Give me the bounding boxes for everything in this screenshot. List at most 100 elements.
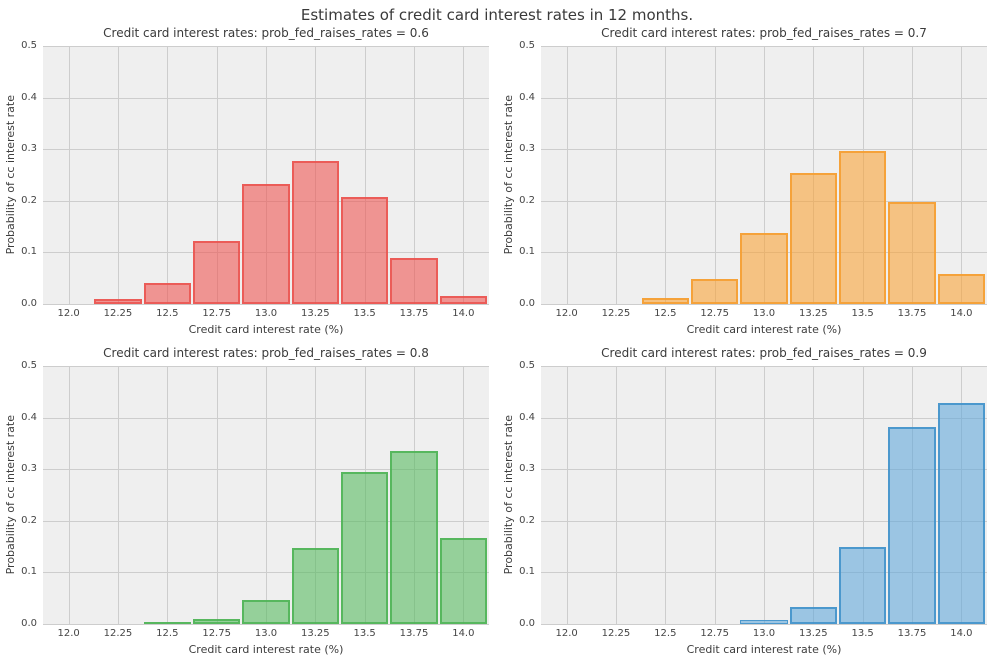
gridline-x	[216, 366, 218, 624]
x-tick-label: 13.25	[799, 628, 828, 639]
y-axis-label-text: Probability of cc interest rate	[501, 95, 515, 255]
histogram-bar	[937, 274, 985, 304]
histogram-bar	[888, 426, 936, 624]
histogram-bar	[192, 240, 241, 304]
histogram-bar	[390, 257, 438, 304]
histogram-bar	[291, 548, 339, 624]
y-tick-label: 0.4	[21, 411, 37, 423]
x-tick-label: 14.0	[950, 628, 973, 639]
y-tick-label: 0.4	[519, 91, 535, 103]
x-tick-label: 12.5	[156, 628, 179, 639]
histogram-bar	[641, 297, 689, 304]
y-tick-label: 0.0	[21, 298, 37, 309]
gridline-x	[665, 46, 667, 304]
y-tick-label: 0.1	[21, 246, 37, 258]
gridline-y	[541, 572, 987, 574]
gridline-y	[43, 304, 489, 305]
histogram-bar	[789, 173, 837, 304]
x-tick-label: 12.0	[57, 308, 80, 319]
plot-area-prob-0.8	[43, 366, 489, 625]
gridline-y	[541, 46, 987, 47]
x-tick-label: 13.25	[301, 308, 330, 319]
x-tick-label: 12.25	[601, 308, 631, 319]
y-tick-label: 0.5	[21, 360, 37, 371]
y-tick-label: 0.2	[21, 514, 37, 526]
y-tick-label: 0.5	[21, 40, 37, 51]
gridline-x	[665, 366, 667, 624]
x-tick-label: 13.0	[752, 308, 776, 319]
x-tick-label: 14.0	[452, 628, 475, 639]
gridline-y	[541, 304, 987, 305]
gridline-x	[266, 366, 267, 624]
histogram-bar	[439, 537, 487, 624]
gridline-y	[43, 366, 489, 367]
y-tick-label: 0.1	[519, 246, 535, 258]
subplot-title-prob-0.8: Credit card interest rates: prob_fed_rai…	[103, 346, 429, 360]
histogram-bar	[242, 184, 290, 304]
x-tick-label: 13.0	[254, 628, 278, 639]
histogram-bar	[839, 547, 887, 624]
gridline-x	[961, 46, 963, 304]
gridline-y	[43, 624, 489, 625]
histogram-bar	[937, 403, 985, 624]
y-tick-label: 0.0	[519, 298, 535, 309]
histogram-bar	[143, 282, 191, 304]
y-tick-label: 0.5	[519, 40, 535, 51]
gridline-y	[541, 520, 987, 522]
histogram-bar	[94, 298, 142, 304]
gridline-x	[463, 366, 465, 624]
plot-area-prob-0.9	[541, 366, 987, 625]
histogram-bar	[291, 160, 339, 304]
gridline-y	[43, 149, 489, 151]
gridline-x	[68, 366, 70, 624]
gridline-x	[68, 46, 70, 304]
y-tick-label: 0.4	[21, 91, 37, 103]
gridline-y	[541, 200, 987, 202]
gridline-y	[541, 366, 987, 367]
y-tick-label: 0.1	[21, 566, 37, 578]
x-tick-label: 12.5	[654, 308, 677, 319]
y-tick-label: 0.0	[519, 618, 535, 629]
gridline-x	[364, 46, 366, 304]
histogram-bar	[242, 600, 290, 624]
x-axis-label: Credit card interest rate (%)	[188, 643, 344, 656]
histogram-bar	[740, 233, 788, 304]
gridline-x	[566, 366, 568, 624]
histogram-bar	[888, 202, 936, 304]
gridline-y	[541, 97, 987, 99]
x-axis-label: Credit card interest rate (%)	[188, 323, 344, 336]
histogram-bar	[690, 279, 739, 304]
x-tick-label: 13.0	[254, 308, 278, 319]
x-tick-label: 12.75	[700, 628, 729, 639]
x-axis-label: Credit card interest rate (%)	[686, 323, 842, 336]
y-tick-label: 0.3	[21, 463, 37, 475]
gridline-x	[714, 46, 716, 304]
y-tick-label: 0.2	[21, 194, 37, 206]
x-tick-label: 13.5	[353, 308, 376, 319]
y-tick-label: 0.1	[519, 566, 535, 578]
x-tick-label: 13.25	[301, 628, 330, 639]
gridline-y	[43, 417, 489, 419]
y-axis-label: Probability of cc interest rate	[2, 46, 18, 304]
figure-title: Estimates of credit card interest rates …	[300, 6, 694, 24]
gridline-x	[117, 46, 119, 304]
x-tick-label: 13.25	[799, 308, 828, 319]
y-axis-label-text: Probability of cc interest rate	[501, 415, 515, 575]
gridline-x	[615, 46, 617, 304]
subplot-title-prob-0.7: Credit card interest rates: prob_fed_rai…	[601, 26, 927, 40]
gridline-x	[764, 46, 765, 304]
subplot-title-prob-0.9: Credit card interest rates: prob_fed_rai…	[601, 346, 927, 360]
y-tick-label: 0.3	[21, 143, 37, 155]
x-tick-label: 12.75	[700, 308, 729, 319]
gridline-x	[266, 46, 267, 304]
x-tick-label: 13.0	[752, 628, 776, 639]
x-tick-label: 12.75	[202, 308, 231, 319]
x-tick-label: 13.75	[399, 628, 429, 639]
gridline-x	[764, 366, 765, 624]
histogram-bar	[192, 618, 241, 624]
y-axis-label: Probability of cc interest rate	[500, 46, 516, 304]
gridline-y	[43, 46, 489, 47]
subplot-title-prob-0.6: Credit card interest rates: prob_fed_rai…	[103, 26, 429, 40]
gridline-x	[167, 46, 169, 304]
gridline-x	[862, 366, 864, 624]
